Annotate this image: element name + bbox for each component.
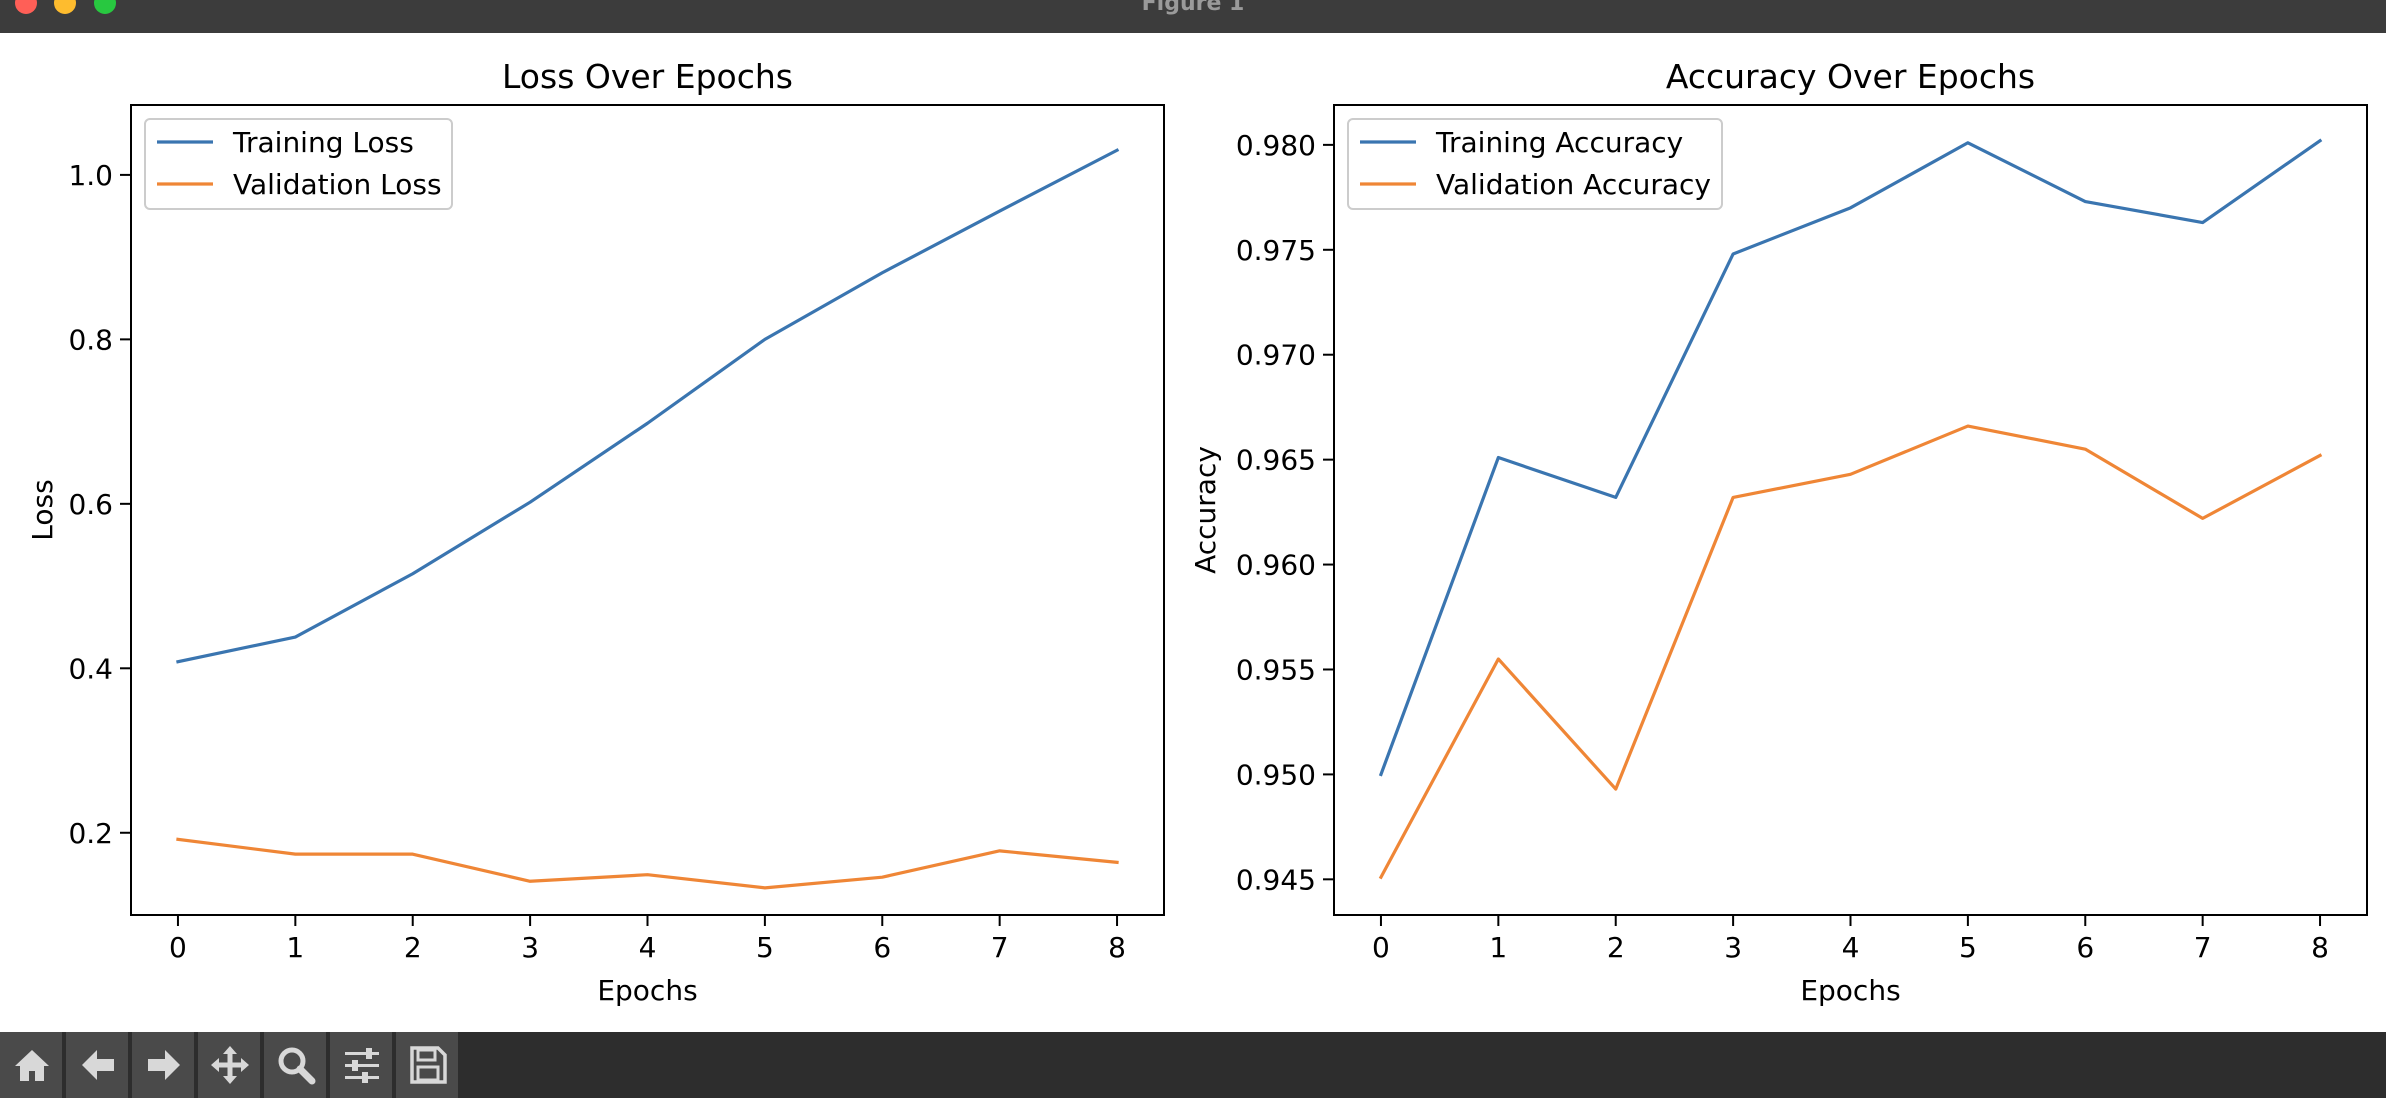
x-axis-label: Epochs (597, 974, 697, 1007)
chart-title: Accuracy Over Epochs (1666, 57, 2035, 96)
y-tick-label: 1.0 (68, 159, 113, 192)
y-tick-label: 0.960 (1236, 549, 1316, 582)
zoom-button[interactable] (264, 1032, 328, 1098)
x-axis-label: Epochs (1800, 974, 1900, 1007)
series-line-1 (1378, 138, 2323, 777)
y-tick-label: 0.950 (1236, 758, 1316, 791)
x-tick-label: 8 (2311, 931, 2329, 964)
y-tick-label: 0.965 (1236, 444, 1316, 477)
legend-label: Validation Loss (233, 168, 442, 201)
accuracy-chart: Accuracy Over Epochs 0 1 2 3 4 5 6 7 8 0.945 0.950 0… (1189, 57, 2368, 1007)
x-tick-label: 6 (873, 931, 891, 964)
home-icon (15, 1050, 49, 1081)
window-title: Figure 1 (1141, 0, 1245, 16)
x-tick-label: 3 (521, 931, 539, 964)
x-tick-label: 4 (639, 931, 657, 964)
y-tick-label: 0.955 (1236, 653, 1316, 686)
pan-button[interactable] (198, 1032, 262, 1098)
navigation-toolbar (0, 1032, 2386, 1098)
y-tick-label: 0.2 (68, 817, 113, 850)
legend-label: Validation Accuracy (1436, 168, 1711, 201)
y-tick-label: 0.4 (68, 652, 113, 685)
y-tick-label: 0.980 (1236, 129, 1316, 162)
y-axis-label: Loss (26, 479, 59, 540)
x-tick-label: 3 (1724, 931, 1742, 964)
move-icon (211, 1046, 249, 1084)
arrow-right-icon (148, 1050, 180, 1080)
y-tick-label: 0.970 (1236, 339, 1316, 372)
x-tick-label: 5 (1959, 931, 1977, 964)
zoom-icon (278, 1047, 316, 1085)
axes-frame (130, 104, 1165, 916)
maximize-window-button[interactable] (94, 0, 116, 14)
x-tick-label: 7 (991, 931, 1009, 964)
back-button[interactable] (66, 1032, 130, 1098)
x-tick-label: 1 (1489, 931, 1507, 964)
y-tick-label: 0.945 (1236, 863, 1316, 896)
y-tick-label: 0.8 (68, 323, 113, 356)
home-button[interactable] (0, 1032, 64, 1098)
configure-subplots-button[interactable] (330, 1032, 394, 1098)
legend-label: Training Loss (232, 126, 414, 159)
axes-frame (1333, 104, 2368, 916)
forward-button[interactable] (132, 1032, 196, 1098)
legend-box (1347, 118, 1723, 210)
x-tick-label: 8 (1108, 931, 1126, 964)
save-icon (410, 1046, 447, 1084)
window-titlebar: Figure 1 (0, 0, 2386, 33)
series-line-2 (176, 837, 1119, 890)
x-tick-label: 4 (1842, 931, 1860, 964)
x-tick-label: 7 (2194, 931, 2212, 964)
x-tick-label: 0 (169, 931, 187, 964)
legend-box (144, 118, 453, 210)
y-tick-label: 0.975 (1236, 234, 1316, 267)
minimize-window-button[interactable] (54, 0, 76, 14)
x-tick-label: 2 (1607, 931, 1625, 964)
y-axis-label: Accuracy (1189, 446, 1222, 574)
x-tick-label: 6 (2076, 931, 2094, 964)
figure-canvas: Loss Over Epochs 0 1 2 3 4 5 6 7 8 0.2 0.4 0.6 0.8 1.0… (26, 57, 2368, 1007)
y-tick-label: 0.6 (68, 488, 113, 521)
arrow-left-icon (82, 1050, 114, 1080)
x-tick-label: 5 (756, 931, 774, 964)
chart-title: Loss Over Epochs (502, 57, 793, 96)
x-tick-label: 0 (1372, 931, 1390, 964)
series-line-2 (1378, 424, 2323, 880)
save-button[interactable] (396, 1032, 460, 1098)
legend-label: Training Accuracy (1435, 126, 1683, 159)
x-tick-label: 2 (404, 931, 422, 964)
close-window-button[interactable] (15, 0, 37, 14)
configure-subplots-icon (345, 1048, 379, 1083)
loss-chart: Loss Over Epochs 0 1 2 3 4 5 6 7 8 0.2 0.4 0.6 0.8 1.0… (26, 57, 1165, 1007)
x-tick-label: 1 (286, 931, 304, 964)
series-line-1 (176, 148, 1120, 664)
